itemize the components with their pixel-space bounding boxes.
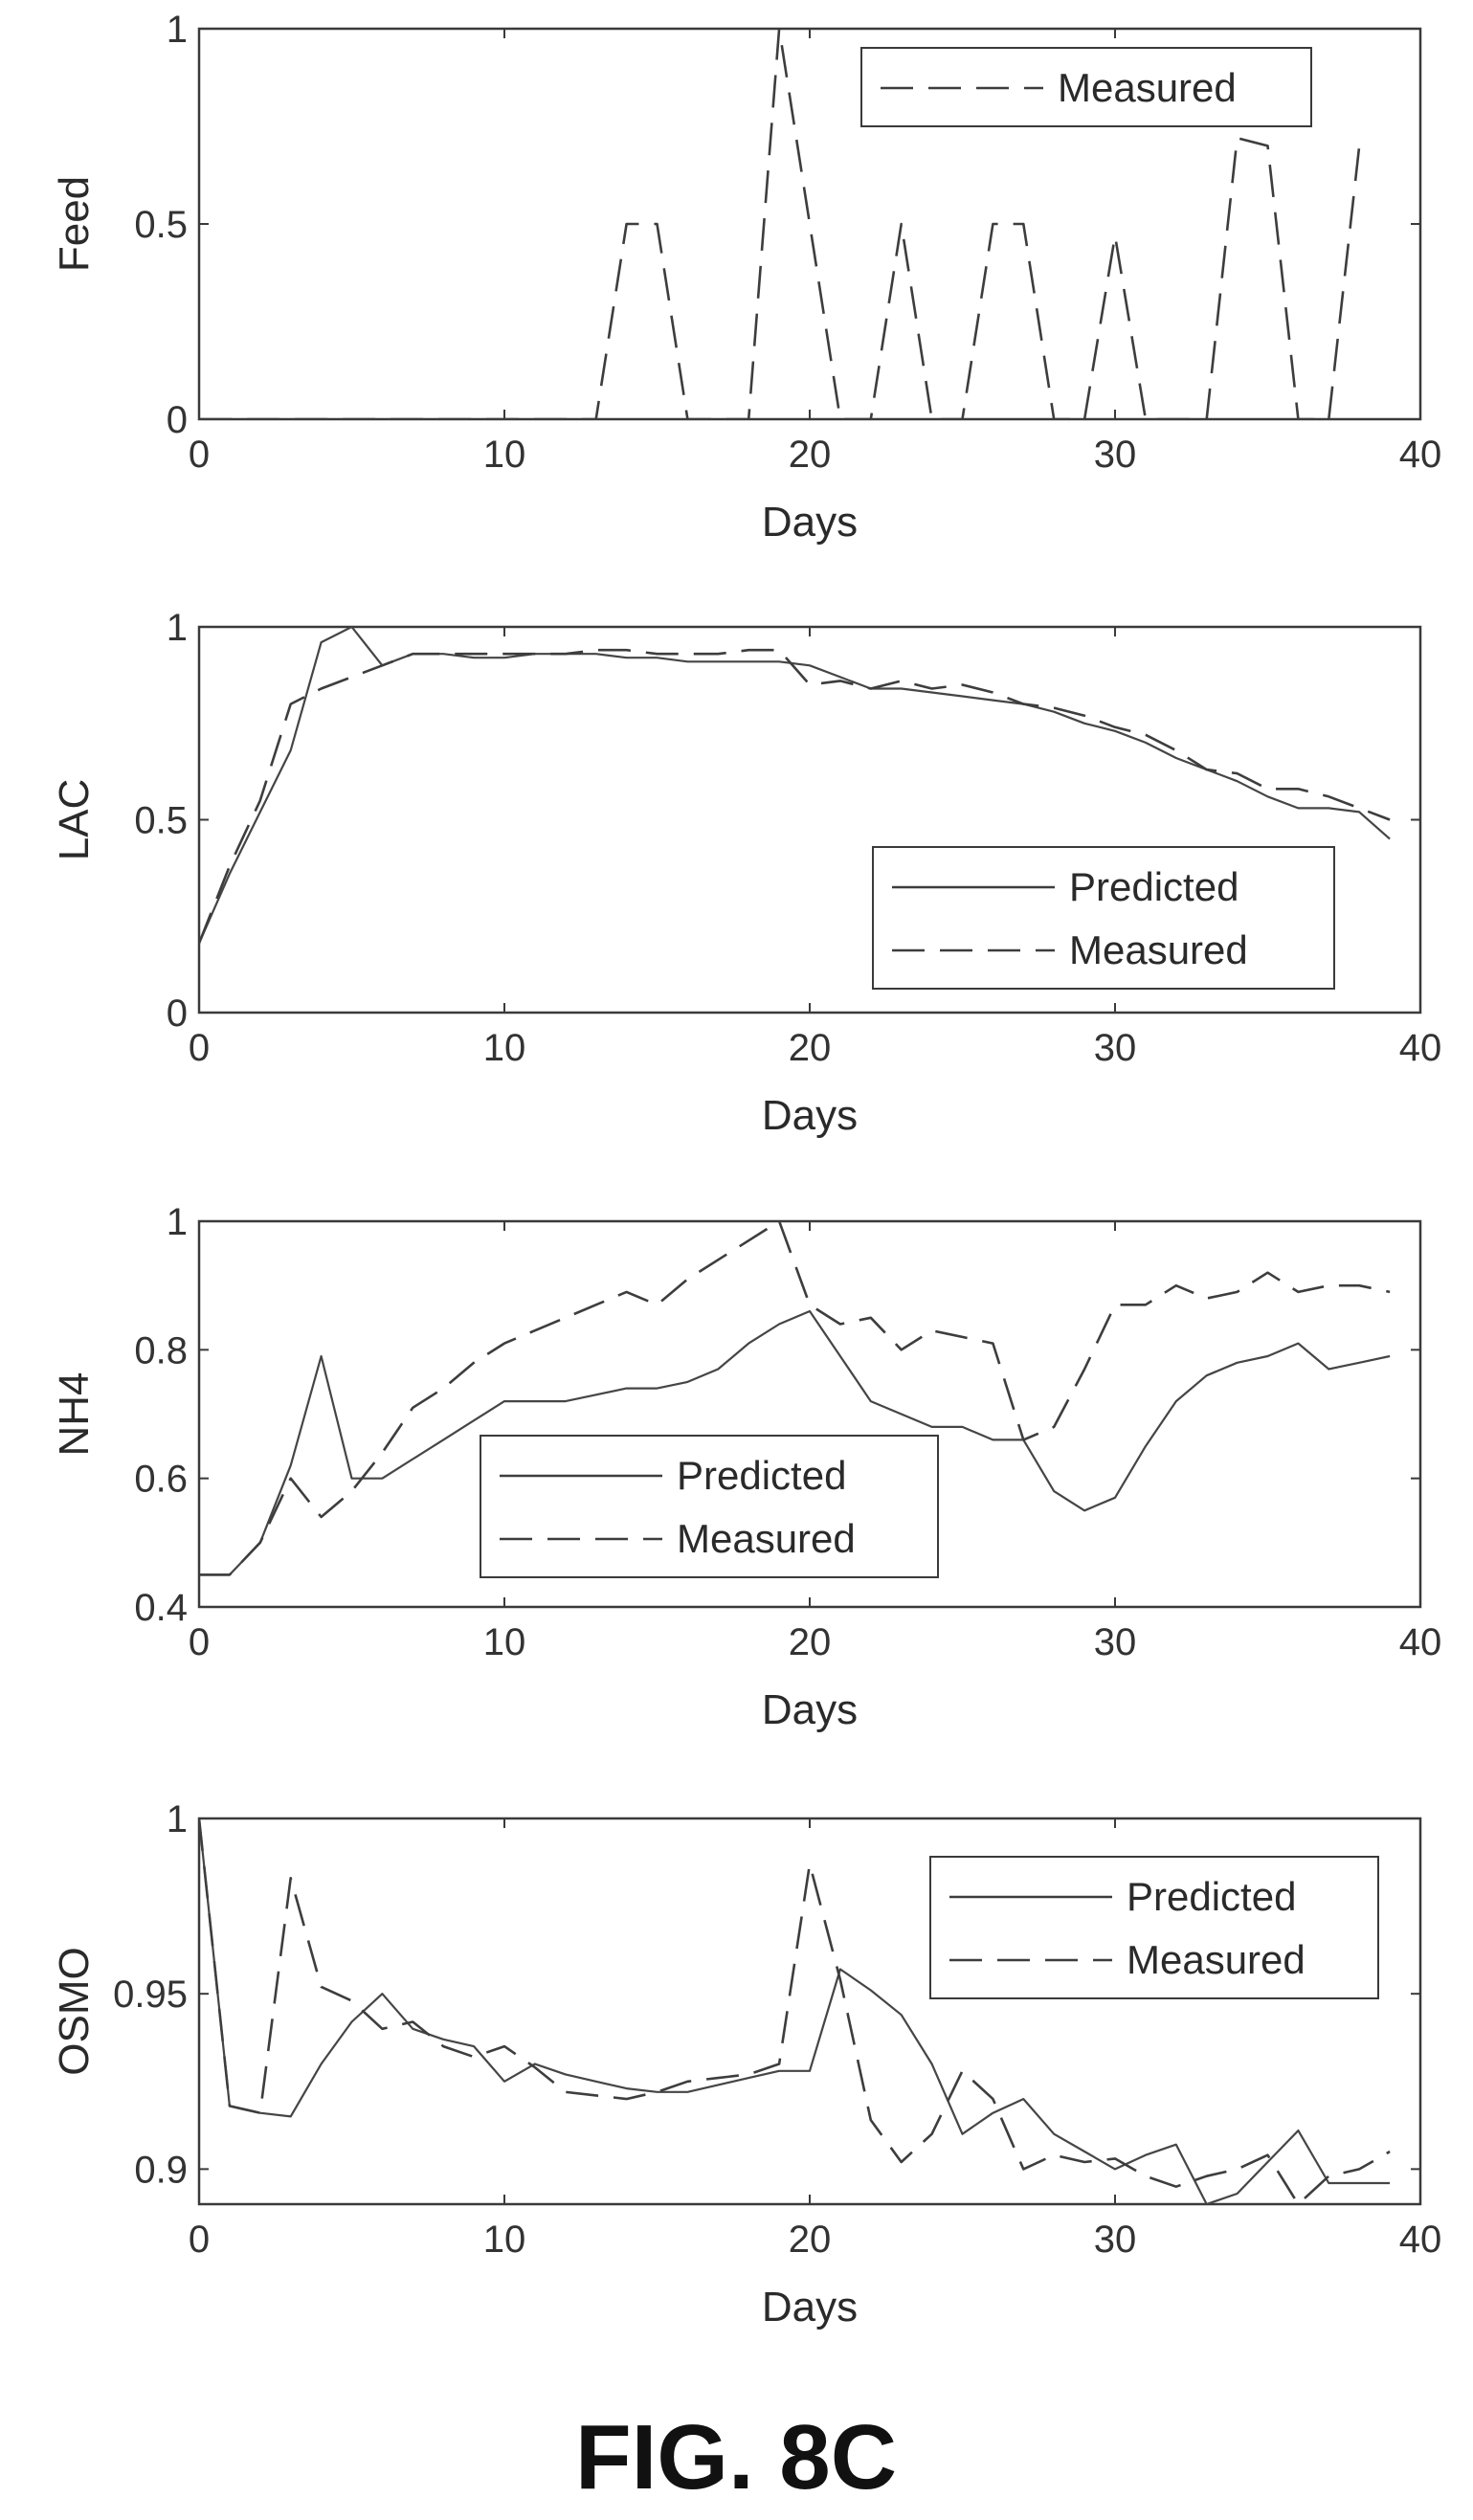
x-tick-label: 20 [789, 1027, 832, 1069]
x-tick-label: 30 [1094, 2219, 1137, 2261]
x-axis: 0 10 20 30 40 [189, 627, 1441, 1069]
x-tick-label: 0 [189, 2219, 210, 2261]
y-tick-label: 0.6 [134, 1459, 188, 1501]
y-tick-label: 0.8 [134, 1329, 188, 1372]
y-axis: 00.51 [134, 9, 1420, 441]
x-tick-label: 0 [189, 434, 210, 476]
series-group [199, 1221, 1391, 1576]
legend: Predicted Measured [480, 1435, 939, 1578]
x-tick-label: 30 [1094, 1027, 1137, 1069]
x-axis-label: Days [762, 1686, 858, 1733]
legend-label-measured: Measured [677, 1516, 856, 1561]
x-tick-label: 30 [1094, 434, 1137, 476]
series-line-measured [199, 1221, 1391, 1576]
legend-box [929, 1856, 1379, 1999]
y-tick-label: 0.5 [134, 800, 188, 842]
legend-label-measured: Measured [1058, 65, 1237, 110]
x-tick-label: 10 [483, 434, 526, 476]
y-tick-label: 0 [167, 399, 188, 441]
y-axis: 0.4 0.6 0.8 1 [134, 1201, 1420, 1629]
x-tick-label: 40 [1399, 2219, 1442, 2261]
x-axis: 0 10 20 30 40 [189, 1221, 1441, 1663]
x-tick-label: 0 [189, 1027, 210, 1069]
legend-label-measured: Measured [1127, 1937, 1306, 1982]
legend-label-measured: Measured [1069, 927, 1248, 972]
legend-box [872, 846, 1335, 990]
legend-label-predicted: Predicted [1127, 1874, 1296, 1919]
y-axis: 00.51 [134, 607, 1420, 1035]
y-axis-label: OSMO [51, 1947, 98, 2075]
y-axis: 0.9 0.95 1 [113, 1798, 1420, 2191]
x-axis-label: Days [762, 499, 858, 546]
x-tick-label: 20 [789, 1621, 832, 1663]
x-axis: 0 10 20 30 40 [189, 1818, 1441, 2261]
y-tick-label: 1 [167, 607, 188, 649]
y-tick-label: 1 [167, 9, 188, 51]
y-axis-label: NH4 [51, 1372, 98, 1456]
series-line-predicted [199, 1309, 1391, 1576]
series-group [199, 1818, 1391, 2204]
legend-label-predicted: Predicted [1069, 864, 1239, 909]
series-line-predicted [199, 1818, 1391, 2204]
y-tick-label: 0.9 [134, 2149, 188, 2191]
y-tick-label: 1 [167, 1201, 188, 1243]
x-tick-label: 40 [1399, 1027, 1442, 1069]
legend: Predicted Measured [872, 846, 1335, 990]
y-tick-label: 0 [167, 992, 188, 1035]
legend-box [480, 1435, 939, 1578]
x-axis-label: Days [762, 1092, 858, 1139]
x-tick-label: 40 [1399, 434, 1442, 476]
x-tick-label: 20 [789, 434, 832, 476]
x-tick-label: 30 [1094, 1621, 1137, 1663]
legend: Predicted Measured [929, 1856, 1379, 1999]
chart-panel-nh4: 0 10 20 30 40 0.4 0.6 0.8 1 Days NH4 Predicted Measu… [51, 1201, 1441, 1733]
x-axis-label: Days [762, 2284, 858, 2330]
figure-caption: FIG. 8C [575, 2406, 897, 2509]
series-line-measured [199, 1818, 1391, 2204]
y-tick-label: 0.95 [113, 1974, 188, 2016]
x-tick-label: 40 [1399, 1621, 1442, 1663]
x-axis: 0 10 20 30 40 [189, 29, 1441, 476]
legend-label-predicted: Predicted [677, 1453, 846, 1498]
x-tick-label: 10 [483, 1621, 526, 1663]
chart-panel-osmo: 0 10 20 30 40 0.9 0.95 1 Days OSMO Predicted Measur… [51, 1798, 1441, 2330]
y-tick-label: 1 [167, 1798, 188, 1840]
series-line-measured [199, 648, 1391, 944]
x-tick-label: 10 [483, 1027, 526, 1069]
x-tick-label: 10 [483, 2219, 526, 2261]
series-group [199, 627, 1391, 944]
x-tick-label: 0 [189, 1621, 210, 1663]
y-axis-label: Feed [51, 176, 98, 272]
legend: Measured [860, 47, 1312, 127]
x-tick-label: 20 [789, 2219, 832, 2261]
y-axis-label: LAC [51, 779, 98, 861]
y-tick-label: 0.4 [134, 1587, 188, 1629]
y-tick-label: 0.5 [134, 204, 188, 246]
series-line-predicted [199, 627, 1391, 944]
